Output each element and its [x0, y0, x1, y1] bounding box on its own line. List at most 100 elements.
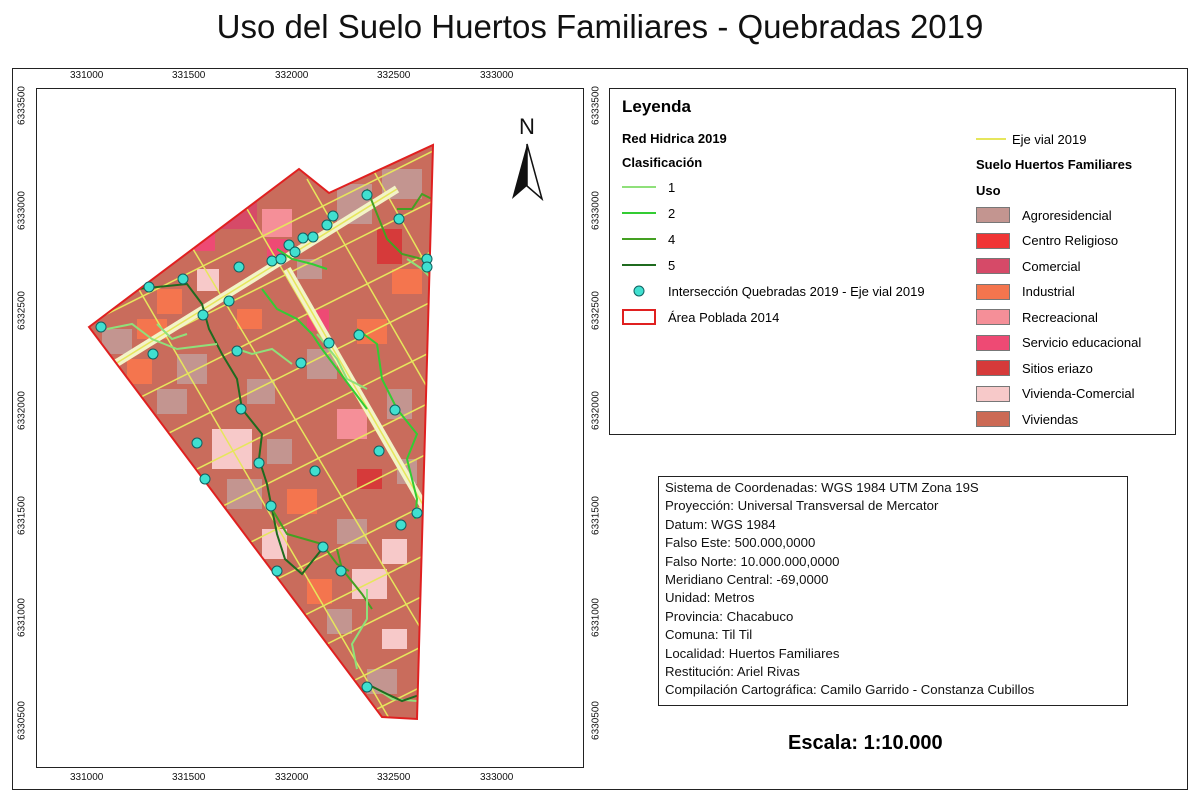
- info-line: Unidad: Metros: [665, 590, 755, 606]
- land-use-swatch: [976, 309, 1010, 325]
- stream-label: 5: [668, 257, 676, 273]
- stream-line-icon: [622, 257, 656, 273]
- map-title: Uso del Suelo Huertos Familiares - Quebr…: [216, 8, 984, 45]
- x-tick-top: 332500: [377, 70, 411, 81]
- legend-title: Leyenda: [622, 97, 691, 116]
- uso-title: Uso: [976, 183, 1001, 198]
- area-poblada-icon: [622, 309, 656, 325]
- land-use-swatch: [976, 334, 1010, 351]
- y-tick-left: 6331500: [16, 496, 28, 535]
- legend-class-item: Centro Religioso: [976, 232, 1119, 249]
- north-label: N: [519, 114, 535, 139]
- land-use-label: Centro Religioso: [1022, 233, 1119, 248]
- legend-class-item: Recreacional: [976, 309, 1098, 325]
- eje-vial-label: Eje vial 2019: [1012, 131, 1087, 147]
- legend-stream-2: 2: [622, 205, 675, 221]
- legend-class-item: Viviendas: [976, 411, 1078, 427]
- legend-intersection: Intersección Quebradas 2019 - Eje vial 2…: [622, 283, 925, 299]
- area-poblada-outline: [87, 143, 435, 721]
- y-tick-right: 6331000: [590, 598, 602, 637]
- y-tick-left: 6331000: [16, 598, 28, 637]
- info-line: Proyección: Universal Transversal de Mer…: [665, 498, 939, 514]
- legend-eje-vial: Eje vial 2019: [976, 131, 1086, 147]
- land-use-swatch: [976, 360, 1010, 376]
- legend-stream-1: 1: [622, 179, 675, 195]
- y-tick-right: 6330500: [590, 701, 602, 740]
- land-use-label: Sitios eriazo: [1022, 360, 1093, 376]
- land-use-label: Viviendas: [1022, 411, 1079, 427]
- legend-class-item: Agroresidencial: [976, 207, 1112, 223]
- legend-class-item: Industrial: [976, 283, 1075, 300]
- stream-label: 1: [668, 179, 676, 195]
- land-use-label: Agroresidencial: [1022, 207, 1112, 223]
- scale-label: Escala: 1:10.000: [788, 732, 943, 754]
- legend-class-item: Servicio educacional: [976, 334, 1142, 351]
- x-tick-bottom: 331500: [172, 772, 206, 783]
- y-tick-left: 6332000: [16, 391, 28, 430]
- road-line-icon: [976, 131, 1006, 147]
- x-tick-bottom: 332000: [275, 772, 309, 783]
- x-tick-bottom: 333000: [480, 772, 514, 783]
- y-tick-left: 6332500: [16, 291, 28, 330]
- land-use-label: Recreacional: [1022, 309, 1098, 325]
- suelo-title: Suelo Huertos Familiares: [976, 157, 1133, 172]
- map-frame[interactable]: N: [36, 88, 584, 768]
- x-tick-top: 331000: [70, 70, 104, 81]
- land-use-swatch: [976, 258, 1010, 274]
- x-tick-top: 331500: [172, 70, 206, 81]
- intersection-label: Intersección Quebradas 2019 - Eje vial 2…: [668, 283, 925, 299]
- land-use-label: Comercial: [1022, 258, 1081, 274]
- land-use-swatch: [976, 411, 1010, 427]
- y-tick-left: 6333000: [16, 191, 28, 230]
- land-use-label: Vivienda-Comercial: [1022, 386, 1135, 401]
- y-tick-right: 6333000: [590, 191, 602, 230]
- info-line: Sistema de Coordenadas: WGS 1984 UTM Zon…: [665, 480, 979, 495]
- info-line: Falso Norte: 10.000.000,0000: [665, 553, 840, 569]
- x-tick-top: 332000: [275, 70, 309, 81]
- stream-line-icon: [622, 231, 656, 247]
- info-line: Provincia: Chacabuco: [665, 608, 794, 624]
- legend-class-item: Comercial: [976, 258, 1081, 274]
- stream-label: 4: [668, 231, 676, 247]
- y-tick-right: 6333500: [590, 86, 602, 125]
- info-line: Comuna: Til Til: [665, 627, 753, 643]
- y-tick-left: 6333500: [16, 86, 28, 125]
- info-line: Localidad: Huertos Familiares: [665, 645, 840, 661]
- clasificacion-title: Clasificación: [622, 155, 703, 170]
- land-use-label: Industrial: [1022, 284, 1075, 299]
- legend-class-item: Vivienda-Comercial: [976, 385, 1135, 402]
- y-tick-right: 6332500: [590, 291, 602, 330]
- legend-stream-4: 4: [622, 231, 675, 247]
- land-use-label: Servicio educacional: [1022, 335, 1142, 350]
- info-line: Restitución: Ariel Rivas: [665, 664, 800, 680]
- stream-line-icon: [622, 205, 656, 221]
- x-tick-top: 333000: [480, 70, 514, 81]
- red-hidrica-title: Red Hidrica 2019: [622, 131, 727, 146]
- land-use-swatch: [976, 385, 1010, 402]
- y-tick-right: 6331500: [590, 496, 602, 535]
- info-line: Datum: WGS 1984: [665, 516, 776, 532]
- legend-area-poblada: Área Poblada 2014: [622, 309, 779, 325]
- north-arrow-icon: [512, 143, 544, 202]
- legend-stream-5: 5: [622, 257, 675, 273]
- legend-class-item: Sitios eriazo: [976, 360, 1093, 376]
- y-tick-right: 6332000: [590, 391, 602, 430]
- y-tick-left: 6330500: [16, 701, 28, 740]
- land-use-swatch: [976, 207, 1010, 223]
- land-use-map[interactable]: N: [37, 89, 584, 768]
- area-poblada-label: Área Poblada 2014: [668, 309, 780, 325]
- stream-line-icon: [622, 179, 656, 195]
- stream-label: 2: [668, 205, 676, 221]
- info-line: Meridiano Central: -69,0000: [665, 572, 829, 588]
- land-use-swatch: [976, 283, 1010, 300]
- info-line: Compilación Cartográfica: Camilo Garrido…: [665, 682, 1035, 698]
- map-metadata-box: Sistema de Coordenadas: WGS 1984 UTM Zon…: [658, 476, 1128, 706]
- x-tick-bottom: 331000: [70, 772, 104, 783]
- intersection-points: [95, 189, 433, 693]
- x-tick-bottom: 332500: [377, 772, 411, 783]
- land-use-swatch: [976, 232, 1010, 249]
- intersection-point-icon: [622, 283, 656, 299]
- legend: Leyenda Red Hidrica 2019 Clasificación 1…: [609, 88, 1176, 435]
- info-line: Falso Este: 500.000,0000: [665, 535, 816, 551]
- layout-frame: [12, 68, 1188, 790]
